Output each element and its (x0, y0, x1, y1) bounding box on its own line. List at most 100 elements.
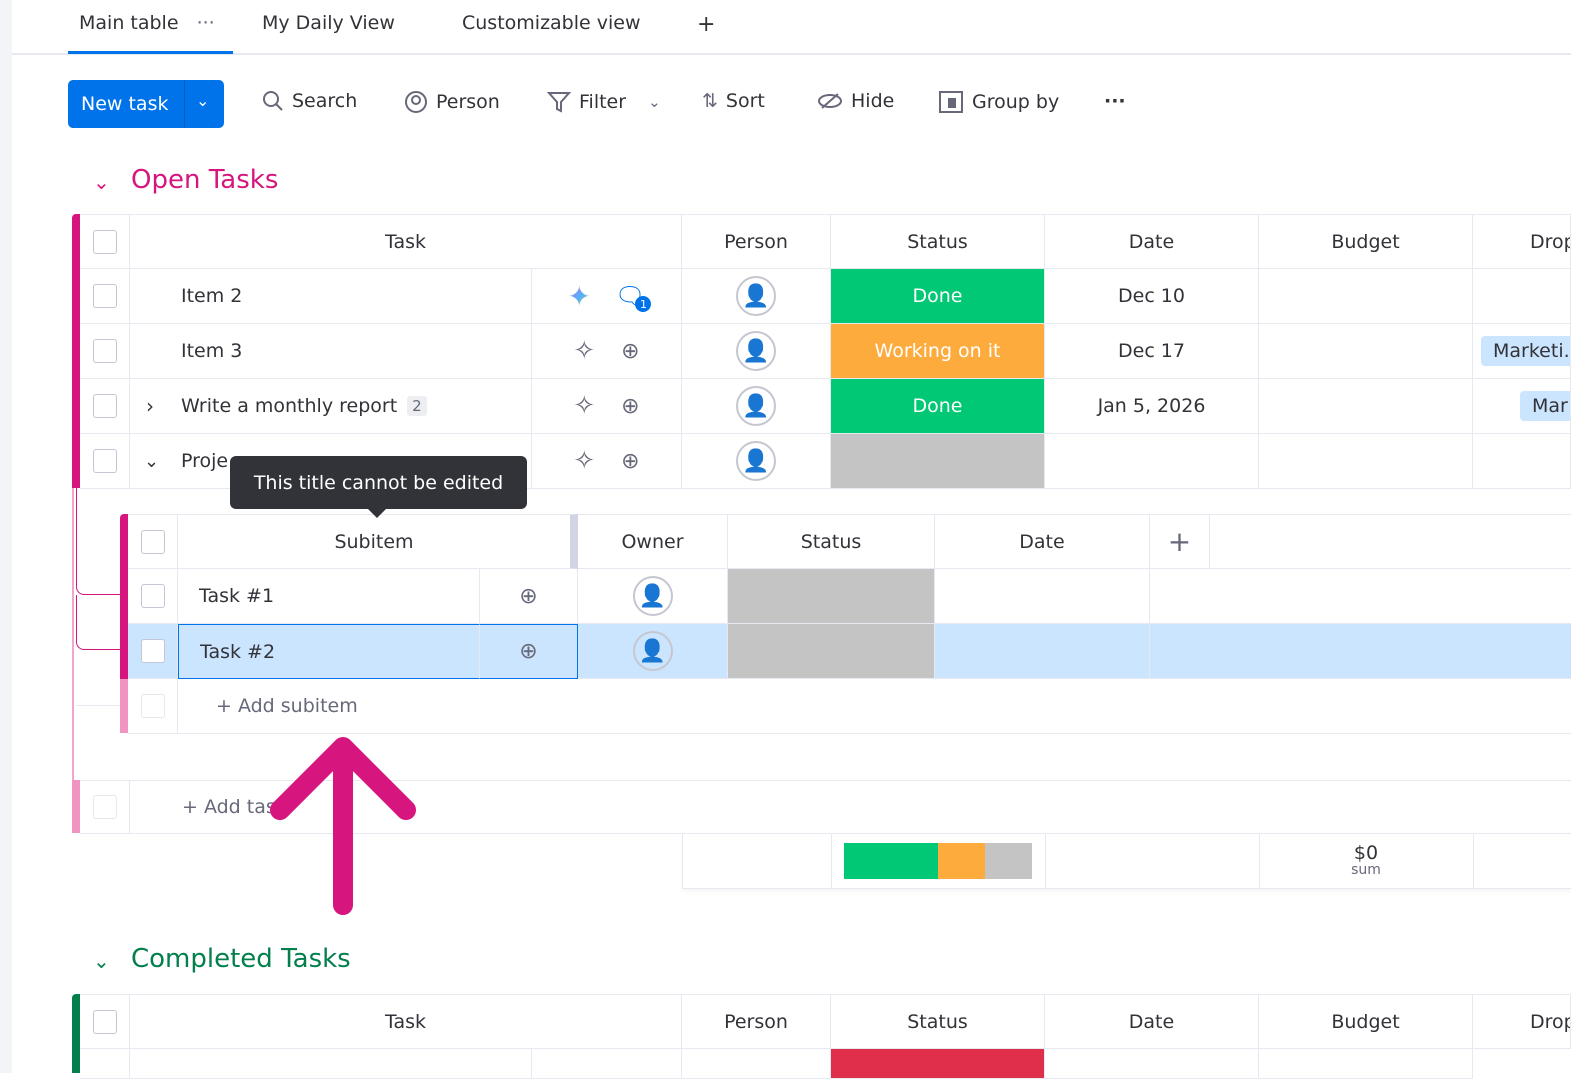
collapse-chevron-down-icon[interactable]: ⌄ (144, 450, 160, 472)
status-cell[interactable] (831, 1049, 1045, 1079)
tab-my-daily-view[interactable]: My Daily View (262, 12, 395, 34)
subitem-column-header-owner[interactable]: Owner (578, 514, 728, 569)
add-subitem-input[interactable]: + Add subitem (178, 679, 1571, 734)
subitem-name[interactable]: Task #2 (178, 624, 480, 679)
date-cell[interactable]: Jan 5, 2026 (1045, 379, 1259, 434)
group-by-button[interactable]: Group by (938, 90, 1059, 114)
column-header-budget[interactable]: Budget (1259, 994, 1473, 1049)
sort-button[interactable]: ⇅ Sort (702, 90, 765, 112)
subitem-date-cell[interactable] (935, 569, 1150, 624)
collapse-group-icon[interactable]: ⌄ (93, 170, 110, 194)
tab-customizable-view[interactable]: Customizable view (462, 12, 641, 34)
filter-button[interactable]: Filter ⌄ (547, 90, 661, 114)
group-title-open-tasks[interactable]: Open Tasks (131, 165, 279, 195)
status-cell[interactable]: Done (831, 269, 1045, 324)
chevron-down-icon[interactable]: ⌄ (196, 91, 210, 110)
column-header-person[interactable]: Person (682, 214, 831, 269)
add-task-input[interactable]: + Add tas (130, 780, 1571, 834)
column-header-dropdown[interactable]: Drop (1473, 214, 1571, 269)
add-update-icon[interactable]: ⊕ (621, 338, 640, 364)
task-name[interactable]: Item 2 (130, 269, 532, 324)
column-header-budget[interactable]: Budget (1259, 214, 1473, 269)
add-update-icon[interactable]: ⊕ (621, 393, 640, 419)
status-cell[interactable]: Working on it (831, 324, 1045, 379)
budget-cell[interactable] (1259, 379, 1473, 434)
person-cell[interactable]: 👤 (682, 324, 831, 379)
budget-cell[interactable] (1259, 269, 1473, 324)
column-header-task[interactable]: Task (130, 214, 682, 269)
ai-sparkle-icon[interactable]: ✦ (567, 279, 591, 313)
tooltip: This title cannot be edited (230, 456, 527, 518)
subitem-column-header-date[interactable]: Date (935, 514, 1150, 569)
select-all-checkbox[interactable] (92, 1009, 117, 1034)
sparkle-outline-icon[interactable]: ✧ (573, 446, 596, 476)
add-update-icon[interactable]: ⊕ (621, 448, 640, 474)
collapse-group-icon[interactable]: ⌄ (93, 949, 110, 973)
column-header-task[interactable]: Task (130, 994, 682, 1049)
add-view-icon[interactable]: + (697, 12, 716, 37)
subitem-checkbox[interactable] (140, 639, 165, 663)
more-options-button[interactable]: ··· (1104, 90, 1126, 112)
add-update-icon[interactable]: ⊕ (480, 569, 578, 624)
budget-cell[interactable] (1259, 434, 1473, 489)
dropdown-cell[interactable] (1473, 434, 1571, 489)
subitem-column-header-status[interactable]: Status (728, 514, 935, 569)
owner-cell[interactable]: 👤 (578, 569, 728, 624)
chevron-down-icon[interactable]: ⌄ (648, 93, 661, 111)
add-update-icon[interactable]: ⊕ (480, 624, 578, 679)
comment-icon[interactable]: 🗨 1 (615, 282, 652, 312)
subitems-count-badge[interactable]: 2 (407, 396, 427, 416)
subitem-status-cell[interactable] (728, 569, 935, 624)
person-cell[interactable]: 👤 (682, 379, 831, 434)
row-checkbox[interactable] (92, 339, 117, 363)
sort-label: Sort (725, 90, 765, 112)
new-task-button[interactable]: New task ⌄ (68, 80, 224, 128)
column-header-date[interactable]: Date (1045, 214, 1259, 269)
dropdown-cell[interactable]: Marketi. (1473, 324, 1571, 379)
add-column-icon[interactable]: + (1150, 514, 1210, 569)
column-header-dropdown[interactable]: Drop (1473, 994, 1571, 1049)
person-filter-button[interactable]: Person (404, 90, 500, 114)
sparkle-outline-icon[interactable]: ✧ (573, 336, 596, 366)
tab-main-table[interactable]: Main table ··· (79, 12, 215, 34)
summary-row (682, 834, 1571, 889)
subitem-column-header-name[interactable]: Subitem (178, 514, 578, 569)
row-checkbox[interactable] (92, 449, 117, 473)
row-checkbox[interactable] (92, 284, 117, 308)
budget-cell[interactable] (1259, 324, 1473, 379)
status-summary-bar[interactable] (844, 843, 1032, 879)
sparkle-outline-icon[interactable]: ✧ (573, 391, 596, 421)
tab-more-icon[interactable]: ··· (196, 12, 215, 34)
group-title-completed-tasks[interactable]: Completed Tasks (131, 944, 351, 974)
status-cell[interactable]: Done (831, 379, 1045, 434)
budget-cell[interactable] (1259, 1049, 1473, 1079)
subitem-select-all-checkbox[interactable] (140, 529, 165, 554)
task-name[interactable] (130, 1049, 532, 1079)
column-header-status[interactable]: Status (831, 994, 1045, 1049)
row-checkbox[interactable] (92, 394, 117, 418)
search-button[interactable]: Search (262, 90, 357, 112)
date-cell[interactable] (1045, 1049, 1259, 1079)
column-header-person[interactable]: Person (682, 994, 831, 1049)
person-cell[interactable]: 👤 (682, 269, 831, 324)
dropdown-cell[interactable]: Mar (1473, 379, 1571, 434)
date-cell[interactable]: Dec 10 (1045, 269, 1259, 324)
person-cell[interactable]: 👤 (682, 434, 831, 489)
column-header-status[interactable]: Status (831, 214, 1045, 269)
task-name[interactable]: Item 3 (130, 324, 532, 379)
status-cell[interactable] (831, 434, 1045, 489)
task-name-cell[interactable]: › Write a monthly report 2 (130, 379, 532, 434)
date-cell[interactable]: Dec 17 (1045, 324, 1259, 379)
date-cell[interactable] (1045, 434, 1259, 489)
dropdown-cell[interactable] (1473, 269, 1571, 324)
expand-chevron-right-icon[interactable]: › (146, 394, 154, 418)
person-cell[interactable] (682, 1049, 831, 1079)
subitem-date-cell[interactable] (935, 624, 1150, 679)
select-all-checkbox[interactable] (92, 229, 117, 254)
owner-cell[interactable]: 👤 (578, 624, 728, 679)
subitem-name[interactable]: Task #1 (178, 569, 480, 624)
column-header-date[interactable]: Date (1045, 994, 1259, 1049)
subitem-status-cell[interactable] (728, 624, 935, 679)
hide-button[interactable]: Hide (817, 90, 894, 112)
subitem-checkbox[interactable] (140, 584, 165, 608)
